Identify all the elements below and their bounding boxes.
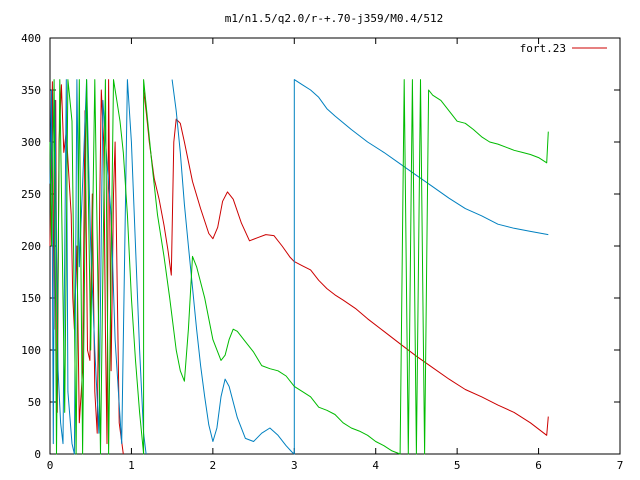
- x-tick-label: 3: [291, 459, 298, 472]
- x-tick-label: 7: [617, 459, 624, 472]
- legend: fort.23: [520, 42, 607, 55]
- y-tick-label: 200: [21, 240, 41, 253]
- y-tick-label: 100: [21, 344, 41, 357]
- x-tick-label: 4: [372, 459, 379, 472]
- y-tick-label: 150: [21, 292, 41, 305]
- x-tick-label: 0: [47, 459, 54, 472]
- series-line-3: [171, 79, 549, 455]
- x-tick-label: 6: [535, 459, 542, 472]
- series-layer: [49, 79, 549, 455]
- x-tick-label: 2: [210, 459, 217, 472]
- series-line-1: [143, 89, 549, 436]
- x-tick-label: 5: [454, 459, 461, 472]
- chart-title: m1/n1.5/q2.0/r-+.70-j359/M0.4/512: [225, 12, 444, 25]
- y-tick-label: 250: [21, 188, 41, 201]
- y-tick-label: 50: [28, 396, 41, 409]
- y-tick-label: 350: [21, 84, 41, 97]
- y-tick-label: 300: [21, 136, 41, 149]
- y-tick-label: 0: [34, 448, 41, 461]
- series-line-4: [49, 79, 549, 455]
- legend-label: fort.23: [520, 42, 566, 55]
- x-tick-label: 1: [128, 459, 135, 472]
- y-tick-label: 400: [21, 32, 41, 45]
